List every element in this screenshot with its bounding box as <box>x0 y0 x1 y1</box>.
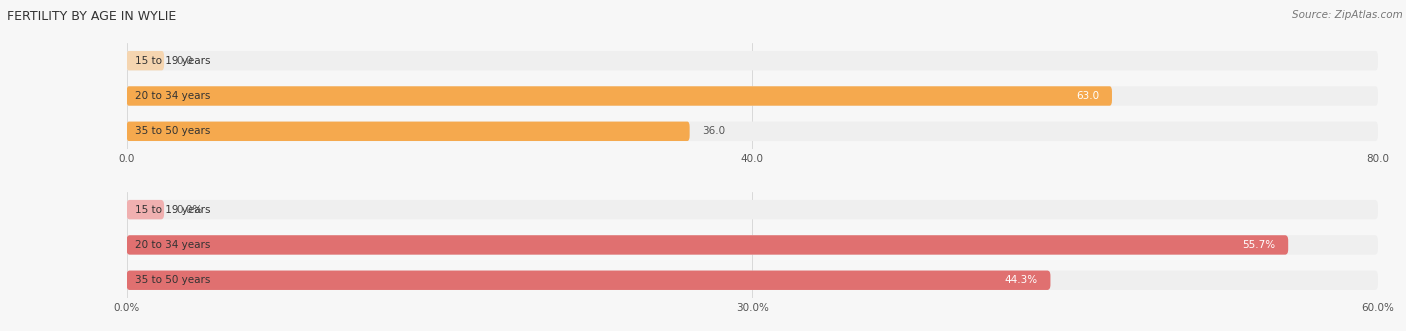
Text: 20 to 34 years: 20 to 34 years <box>135 240 211 250</box>
Text: 55.7%: 55.7% <box>1243 240 1275 250</box>
Text: 35 to 50 years: 35 to 50 years <box>135 275 211 285</box>
FancyBboxPatch shape <box>127 121 689 141</box>
FancyBboxPatch shape <box>127 86 1112 106</box>
Text: 36.0: 36.0 <box>702 126 725 136</box>
Text: 35 to 50 years: 35 to 50 years <box>135 126 211 136</box>
FancyBboxPatch shape <box>127 51 165 71</box>
FancyBboxPatch shape <box>127 270 1050 290</box>
FancyBboxPatch shape <box>127 121 1378 141</box>
Text: 0.0%: 0.0% <box>177 205 202 214</box>
Text: 20 to 34 years: 20 to 34 years <box>135 91 211 101</box>
FancyBboxPatch shape <box>127 200 1378 219</box>
Text: 63.0: 63.0 <box>1077 91 1099 101</box>
FancyBboxPatch shape <box>127 86 1378 106</box>
Text: FERTILITY BY AGE IN WYLIE: FERTILITY BY AGE IN WYLIE <box>7 10 176 23</box>
FancyBboxPatch shape <box>127 235 1378 255</box>
Text: 44.3%: 44.3% <box>1005 275 1038 285</box>
Text: 15 to 19 years: 15 to 19 years <box>135 56 211 66</box>
Text: 0.0: 0.0 <box>177 56 193 66</box>
Text: 15 to 19 years: 15 to 19 years <box>135 205 211 214</box>
Text: Source: ZipAtlas.com: Source: ZipAtlas.com <box>1292 10 1403 20</box>
FancyBboxPatch shape <box>127 200 165 219</box>
FancyBboxPatch shape <box>127 235 1288 255</box>
FancyBboxPatch shape <box>127 51 1378 71</box>
FancyBboxPatch shape <box>127 270 1378 290</box>
